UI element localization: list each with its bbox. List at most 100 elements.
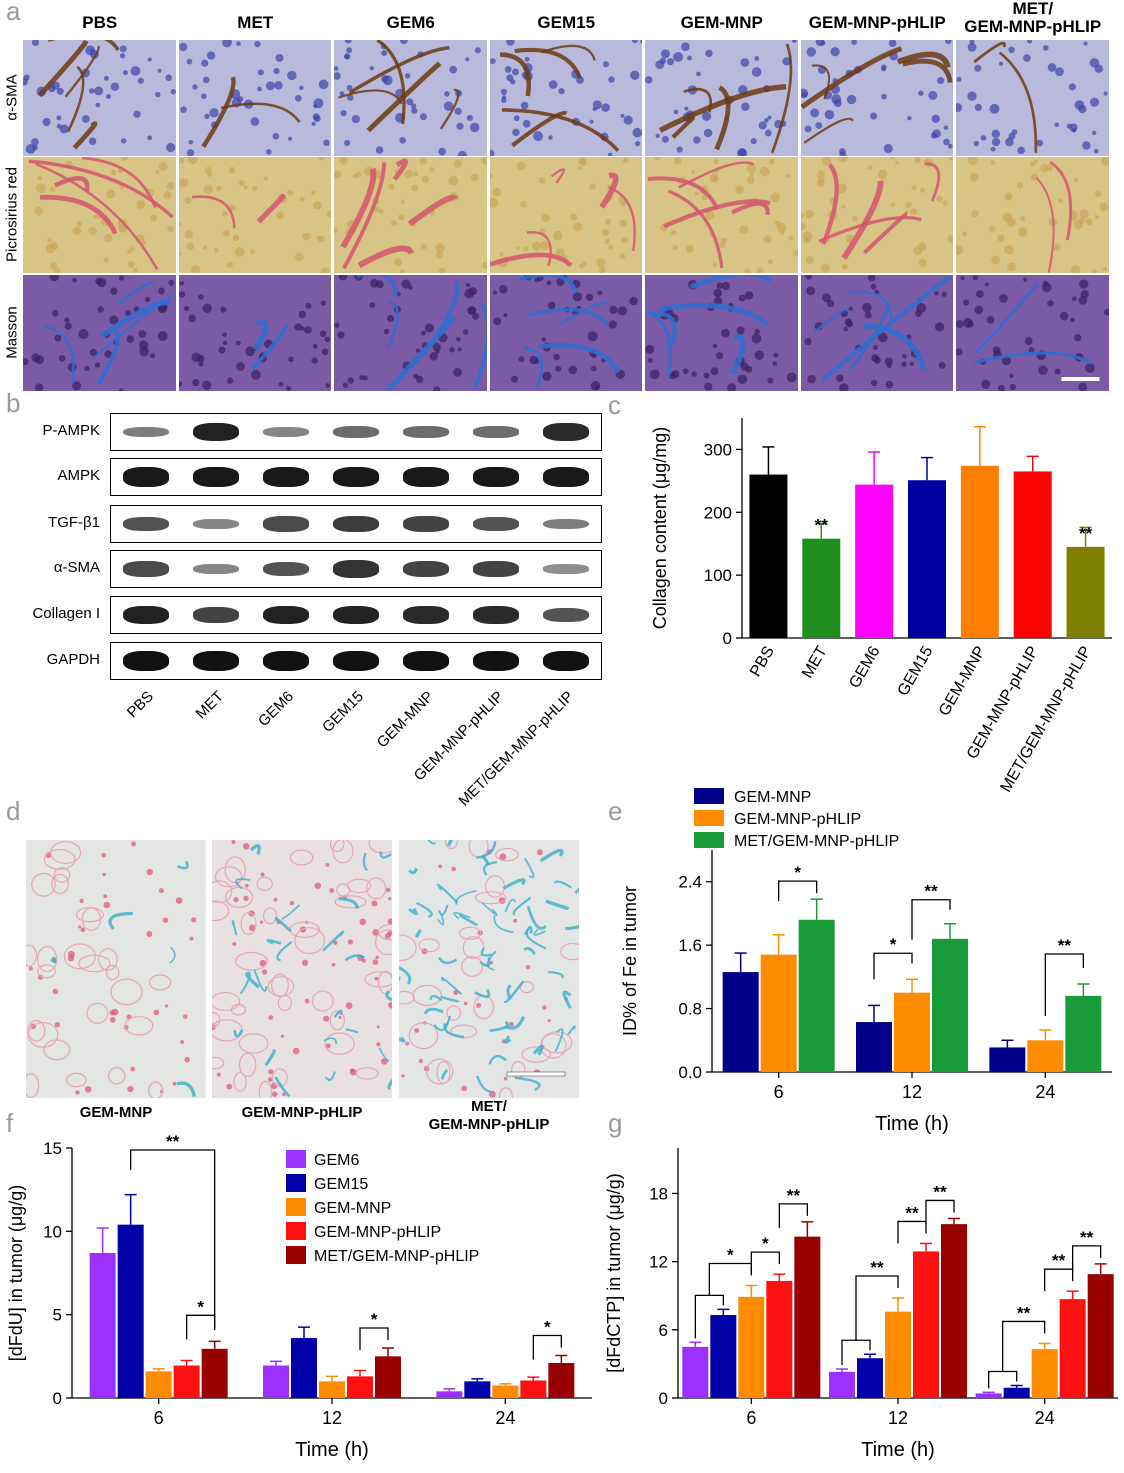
stroma-fiber: [1035, 177, 1055, 273]
nuclear-stain-dot: [438, 864, 443, 869]
cell-nucleus: [782, 57, 791, 66]
cell-nucleus: [235, 362, 245, 372]
iron-deposit: [323, 1037, 338, 1044]
cell-nucleus: [298, 85, 304, 91]
cell-outline: [355, 1067, 379, 1080]
cell-outline: [49, 841, 82, 864]
histology-texture: [800, 40, 953, 156]
cell-nucleus: [1082, 141, 1091, 150]
x-tick-label: 6: [154, 1408, 164, 1428]
cell-nucleus: [972, 275, 978, 281]
cell-nucleus: [1059, 311, 1069, 321]
cell-outline: [37, 945, 58, 973]
cell-nucleus: [213, 248, 219, 253]
legend-label: GEM6: [314, 1152, 359, 1169]
cell-nucleus: [235, 340, 241, 346]
cell-nucleus: [84, 365, 90, 372]
legend-swatch: [694, 810, 724, 826]
cell-outline: [277, 994, 292, 1012]
cell-nucleus: [178, 178, 189, 188]
cell-nucleus: [388, 183, 395, 190]
cell-nucleus: [32, 144, 38, 151]
nuclear-stain-dot: [159, 888, 164, 894]
cell-nucleus: [1023, 277, 1028, 282]
cell-nucleus: [956, 348, 963, 356]
iron-deposit: [453, 911, 471, 920]
cell-nucleus: [502, 312, 508, 318]
nuclear-stain-dot: [127, 1085, 134, 1093]
cell-nucleus: [601, 229, 609, 237]
cell-nucleus: [489, 173, 493, 179]
cell-nucleus: [202, 184, 213, 195]
iron-deposit: [322, 930, 345, 952]
panel-label-d: d: [6, 796, 21, 826]
cell-nucleus: [286, 70, 297, 81]
cell-outline: [98, 948, 118, 971]
cell-nucleus: [222, 229, 230, 237]
cell-nucleus: [145, 296, 151, 303]
cell-nucleus: [935, 195, 943, 202]
cell-nucleus: [997, 234, 1005, 242]
cell-nucleus: [991, 255, 1001, 265]
row-label: Masson: [3, 306, 21, 359]
iron-deposit: [493, 914, 514, 934]
cell-nucleus: [660, 49, 670, 59]
nuclear-stain-dot: [216, 1072, 221, 1077]
chart-g-dfdctp-in-tumor: 0 6 12 18 [dFdCTP] in tumor (μg/g) 6 12 24 Time …: [604, 1148, 1118, 1461]
cell-nucleus: [72, 278, 77, 283]
cell-nucleus: [788, 235, 794, 241]
cell-nucleus: [419, 113, 427, 121]
cell-nucleus: [272, 68, 280, 75]
cell-outline: [311, 990, 334, 1012]
y-tick-label: 200: [704, 503, 732, 522]
histology-texture: [178, 40, 330, 156]
significance-label: **: [1079, 524, 1093, 543]
stroma-fiber: [407, 194, 458, 227]
cell-nucleus: [139, 346, 150, 357]
cell-nucleus: [400, 199, 405, 204]
cell-nucleus: [1071, 127, 1077, 133]
stroma-fiber: [386, 314, 457, 391]
cell-nucleus: [1047, 63, 1057, 72]
bar: [492, 1385, 519, 1398]
stroma-fiber: [357, 245, 415, 269]
cell-nucleus: [415, 348, 420, 353]
cell-outline: [368, 840, 392, 854]
histology-texture: [334, 275, 487, 391]
nuclear-stain-dot: [525, 964, 531, 970]
y-axis-label: ID% of Fe in tumor: [620, 886, 640, 1036]
cell-nucleus: [988, 225, 996, 233]
histology-image: [23, 40, 176, 156]
stroma-fiber: [252, 319, 269, 352]
cell-nucleus: [155, 169, 160, 175]
iron-deposit: [429, 994, 443, 1002]
cell-nucleus: [1009, 373, 1014, 379]
cell-nucleus: [411, 184, 419, 192]
cell-nucleus: [400, 40, 408, 45]
stroma-fiber: [862, 211, 909, 255]
stroma-fiber: [499, 52, 531, 97]
cell-nucleus: [509, 79, 515, 85]
cell-nucleus: [880, 66, 886, 72]
cell-nucleus: [838, 151, 846, 156]
cell-nucleus: [142, 240, 147, 245]
stroma-fiber: [820, 163, 839, 245]
histology-image: [178, 157, 331, 273]
significance-bracket: [359, 1327, 389, 1350]
cell-nucleus: [257, 69, 264, 76]
bar: [548, 1363, 575, 1398]
cell-nucleus: [736, 326, 745, 335]
image-caption: MET/ GEM-MNP-pHLIP: [428, 1098, 550, 1133]
cell-nucleus: [320, 267, 329, 273]
stroma-fiber: [37, 40, 89, 98]
cell-nucleus: [555, 248, 565, 257]
blot-strip: [110, 413, 602, 451]
cell-nucleus: [1073, 333, 1082, 342]
cell-outline: [124, 1015, 154, 1036]
significance-bracket: [750, 1251, 780, 1275]
blot-band: [333, 425, 379, 439]
iron-deposit: [504, 898, 517, 913]
cell-outline: [329, 1010, 345, 1031]
cell-outline: [31, 872, 56, 897]
x-tick-label: 12: [322, 1408, 342, 1428]
